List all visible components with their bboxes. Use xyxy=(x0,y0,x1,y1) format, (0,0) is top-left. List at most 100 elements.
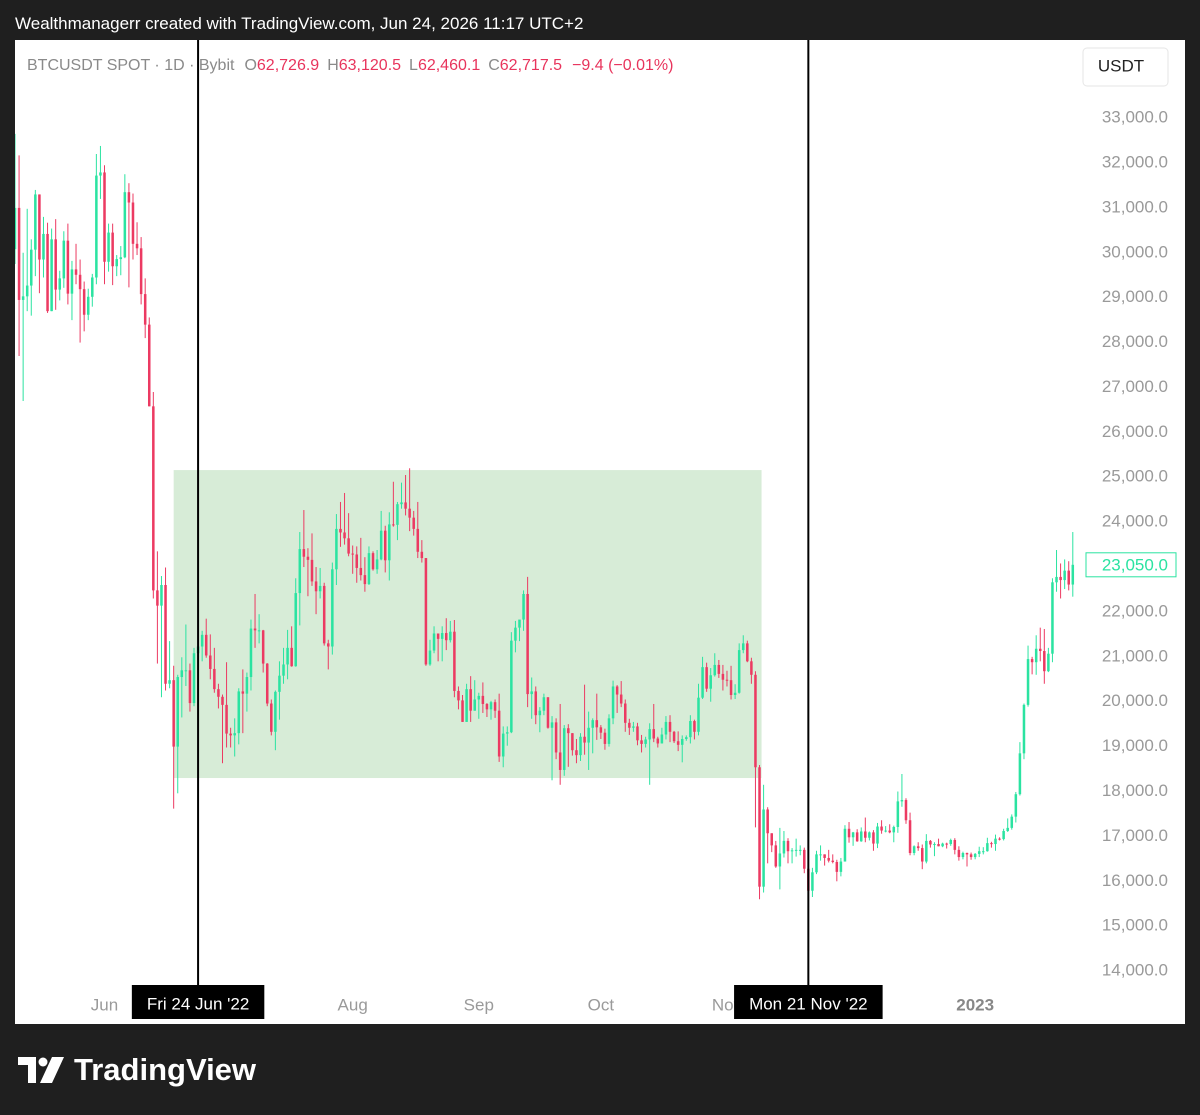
candle-body xyxy=(705,667,708,689)
candle-body xyxy=(803,849,806,869)
candle-body xyxy=(115,259,118,267)
candle-body xyxy=(713,664,717,676)
candle-body xyxy=(701,667,704,698)
y-tick-label: 26,000.0 xyxy=(1102,422,1168,441)
x-tick-label: Sep xyxy=(464,995,494,1014)
candle-body xyxy=(331,569,334,647)
candle-body xyxy=(851,832,855,838)
candle-body xyxy=(249,628,253,678)
candle-body xyxy=(485,703,489,710)
candle-body xyxy=(371,553,375,570)
candle-body xyxy=(180,670,184,678)
candle-body xyxy=(599,727,603,733)
candle-body xyxy=(550,722,554,728)
candle-body xyxy=(440,633,444,639)
candle-body xyxy=(750,661,753,675)
candle-body xyxy=(697,697,700,732)
candle-body xyxy=(493,702,497,711)
candle-body xyxy=(355,554,359,568)
y-tick-label: 32,000.0 xyxy=(1102,152,1168,171)
candle-body xyxy=(908,820,912,854)
candle-body xyxy=(139,248,143,295)
candle-body xyxy=(965,853,969,855)
candle-body xyxy=(676,741,680,745)
candle-body xyxy=(412,517,415,529)
candle-body xyxy=(156,590,159,606)
candle-body xyxy=(347,538,350,554)
candle-body xyxy=(119,257,123,260)
candle-body xyxy=(34,194,37,250)
field-label: H xyxy=(327,57,339,74)
candle-body xyxy=(986,843,989,852)
candle-body xyxy=(497,710,501,757)
candle-body xyxy=(583,736,586,743)
marker-label: Mon 21 Nov '22 xyxy=(749,994,868,1013)
candle-body xyxy=(912,846,916,854)
candle-body xyxy=(656,738,660,744)
candle-body xyxy=(82,289,86,315)
candle-body xyxy=(782,840,786,854)
candle-body xyxy=(843,828,847,862)
candle-body xyxy=(310,559,314,582)
candle-body xyxy=(160,585,163,606)
candle-body xyxy=(432,633,436,651)
candle-body xyxy=(652,729,656,739)
candle-body xyxy=(762,809,765,887)
candle-body xyxy=(685,737,688,739)
candle-body xyxy=(1071,564,1075,585)
candle-body xyxy=(998,838,1001,840)
candle-body xyxy=(237,691,241,734)
y-tick-label: 19,000.0 xyxy=(1102,736,1168,755)
candle-body xyxy=(595,720,599,728)
candle-body xyxy=(1043,650,1046,672)
candle-body xyxy=(46,233,49,312)
candle-body xyxy=(961,853,965,858)
candle-body xyxy=(546,697,550,728)
candle-body xyxy=(888,830,891,833)
candle-body xyxy=(839,861,843,872)
candle-body xyxy=(172,680,175,747)
candle-body xyxy=(424,558,428,665)
candle-body xyxy=(131,202,135,244)
candle-body xyxy=(383,530,387,561)
candle-body xyxy=(518,619,521,628)
candle-body xyxy=(78,274,82,290)
candle-body xyxy=(261,630,265,664)
candle-body xyxy=(152,406,155,591)
candle-body xyxy=(164,585,167,684)
candle-body xyxy=(143,294,147,325)
marker-label: Fri 24 Jun '22 xyxy=(147,994,249,1013)
y-tick-label: 30,000.0 xyxy=(1102,242,1168,261)
candle-body xyxy=(994,838,997,845)
last-price-label: 23,050.0 xyxy=(1102,555,1168,574)
candle-body xyxy=(375,559,379,570)
candle-body xyxy=(176,677,179,747)
candle-body xyxy=(50,239,53,312)
candle-body xyxy=(286,647,289,665)
candle-body xyxy=(977,851,981,854)
y-tick-label: 29,000.0 xyxy=(1102,287,1168,306)
candle-body xyxy=(522,593,525,620)
candle-body xyxy=(880,826,883,831)
candle-body xyxy=(457,690,460,701)
candle-body xyxy=(200,634,204,647)
candle-body xyxy=(921,848,924,862)
candle-body xyxy=(941,843,944,847)
candle-body xyxy=(892,826,896,833)
candle-body xyxy=(241,691,245,694)
candle-body xyxy=(741,643,745,651)
ohlc-field: H63,120.5 xyxy=(327,57,401,75)
candle-body xyxy=(790,850,794,852)
candle-body xyxy=(1034,648,1038,663)
field-value: 62,726.9 xyxy=(256,57,320,74)
candle-body xyxy=(514,627,517,641)
candle-body xyxy=(640,740,643,744)
candle-body xyxy=(868,832,871,838)
candle-body xyxy=(335,528,338,570)
candle-body xyxy=(1026,659,1030,705)
candle-body xyxy=(660,734,664,744)
candle-body xyxy=(554,722,558,753)
candle-body xyxy=(729,680,733,695)
candle-body xyxy=(567,728,570,734)
